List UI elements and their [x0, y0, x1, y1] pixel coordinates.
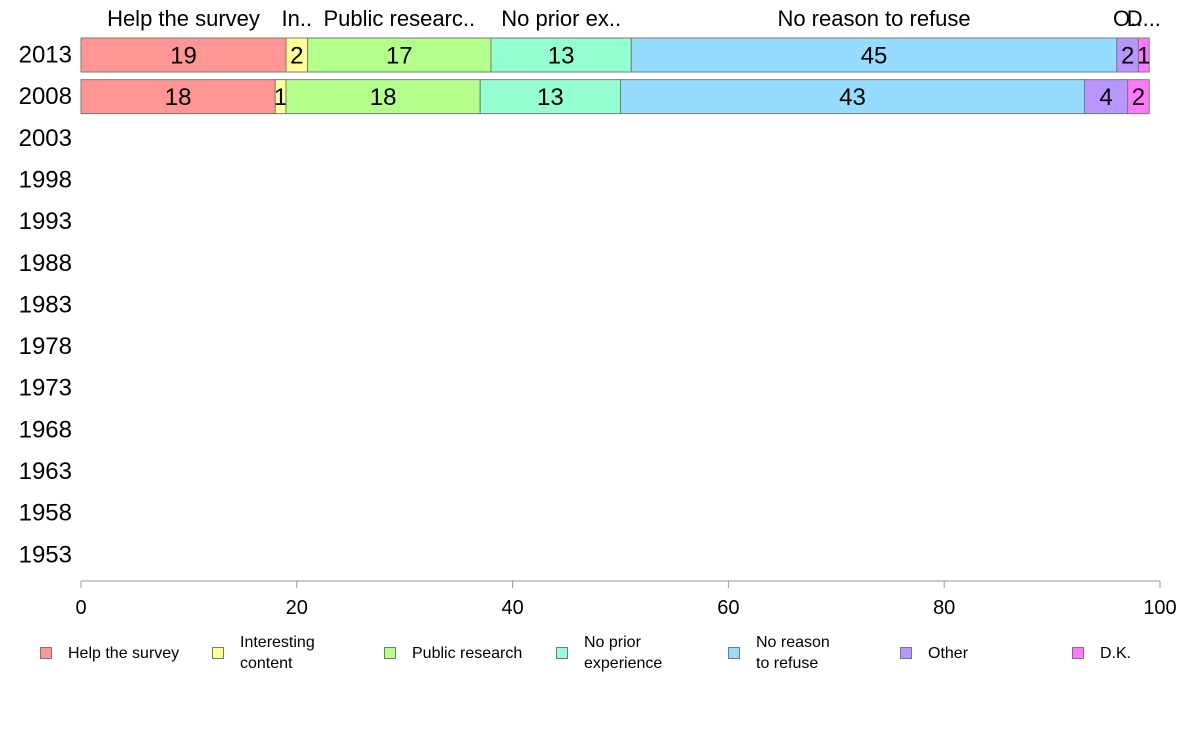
- bar-value-label: 2: [1121, 43, 1134, 70]
- year-label: 1968: [19, 416, 72, 443]
- legend-item: No reason to refuse: [728, 628, 830, 678]
- bar-segment: [1127, 79, 1150, 115]
- segment-header-label: Public researc..: [323, 6, 475, 31]
- legend-label: Help the survey: [68, 644, 180, 662]
- legend-swatch: [384, 647, 396, 659]
- segment-header-label: D...: [1127, 6, 1161, 31]
- bar-value-label: 45: [861, 43, 888, 70]
- bar-value-label: 4: [1099, 84, 1112, 111]
- legend-item: Other: [900, 628, 968, 678]
- legend-swatch: [556, 647, 568, 659]
- bar-segment: [1137, 37, 1150, 73]
- x-tick-label: 100: [1143, 597, 1176, 619]
- year-label: 1988: [19, 250, 72, 277]
- year-label: 1983: [19, 291, 72, 318]
- segment-header-label: No reason to refuse: [777, 6, 970, 31]
- legend-item: Public research: [384, 628, 522, 678]
- year-label: 2008: [19, 83, 72, 110]
- year-label: 1953: [19, 541, 72, 568]
- bar-value-label: 18: [165, 84, 192, 111]
- segment-header-label: O..: [1113, 6, 1142, 31]
- bars: 19 2 17 13 45 2 118 1 18 13 43 4 2: [80, 37, 1150, 115]
- legend-item: No prior experience: [556, 628, 662, 678]
- bar-value-label: 2: [290, 43, 303, 70]
- legend-label: Other: [928, 644, 969, 662]
- legend-swatch: [40, 647, 52, 659]
- stacked-bar-chart: 2013200820031998199319881983197819731968…: [19, 6, 1177, 619]
- bar-segment: [80, 37, 287, 73]
- bar-value-label: 17: [386, 43, 413, 70]
- year-label: 2003: [19, 125, 72, 152]
- year-label: 1958: [19, 500, 72, 527]
- x-tick-label: 80: [933, 597, 955, 619]
- x-tick-label: 40: [501, 597, 523, 619]
- bar-segment: [620, 79, 1085, 115]
- legend-swatch: [212, 647, 224, 659]
- x-tick-label: 20: [286, 597, 308, 619]
- segment-header-label: Help the survey: [107, 6, 260, 31]
- legend-item: Interesting content: [212, 628, 315, 678]
- bar-segment: [490, 37, 632, 73]
- bar-segment: [285, 79, 481, 115]
- bar-value-label: 18: [370, 84, 397, 111]
- legend-swatch: [728, 647, 740, 659]
- segment-header-labels: Help the survey In.. Public researc.. No pr…: [107, 6, 1161, 31]
- legend-item: Help the survey: [40, 628, 179, 678]
- legend-label: No prior experience: [584, 634, 663, 672]
- x-axis: 0 20 40 60 80 100: [75, 580, 1177, 619]
- legend-swatch: [1072, 647, 1084, 659]
- year-label: 1993: [19, 208, 72, 235]
- bar-value-label: 43: [839, 84, 866, 111]
- x-tick-label: 0: [75, 597, 86, 619]
- year-label: 2013: [19, 42, 72, 69]
- year-label: 1963: [19, 458, 72, 485]
- year-label: 1978: [19, 333, 72, 360]
- bar-segment: [80, 79, 276, 115]
- legend-label: Public research: [412, 644, 523, 662]
- legend-label: Interesting content: [240, 634, 315, 672]
- legend-item: D.K.: [1072, 628, 1131, 678]
- bar-value-label: 1: [1137, 43, 1150, 70]
- year-label: 1998: [19, 166, 72, 193]
- bar-segment: [630, 37, 1118, 73]
- bar-value-label: 1: [274, 84, 287, 111]
- segment-header-label: In..: [282, 6, 313, 31]
- bar-value-label: 19: [170, 43, 197, 70]
- legend: Help the survey Interesting content Public…: [0, 628, 1188, 678]
- legend-label: D.K.: [1100, 644, 1132, 662]
- bar-value-label: 2: [1132, 84, 1145, 111]
- segment-header-label: No prior ex..: [501, 6, 621, 31]
- bar-value-label: 13: [537, 84, 564, 111]
- bar-value-label: 13: [548, 43, 575, 70]
- bar-segment: [307, 37, 492, 73]
- year-labels: 2013 2008 2003 1998 1993 1988 1983 1978 1973 1968…: [19, 42, 72, 569]
- legend-swatch: [900, 647, 912, 659]
- x-tick-label: 60: [717, 597, 739, 619]
- year-label: 1973: [19, 375, 72, 402]
- legend-label: No reason to refuse: [756, 634, 830, 672]
